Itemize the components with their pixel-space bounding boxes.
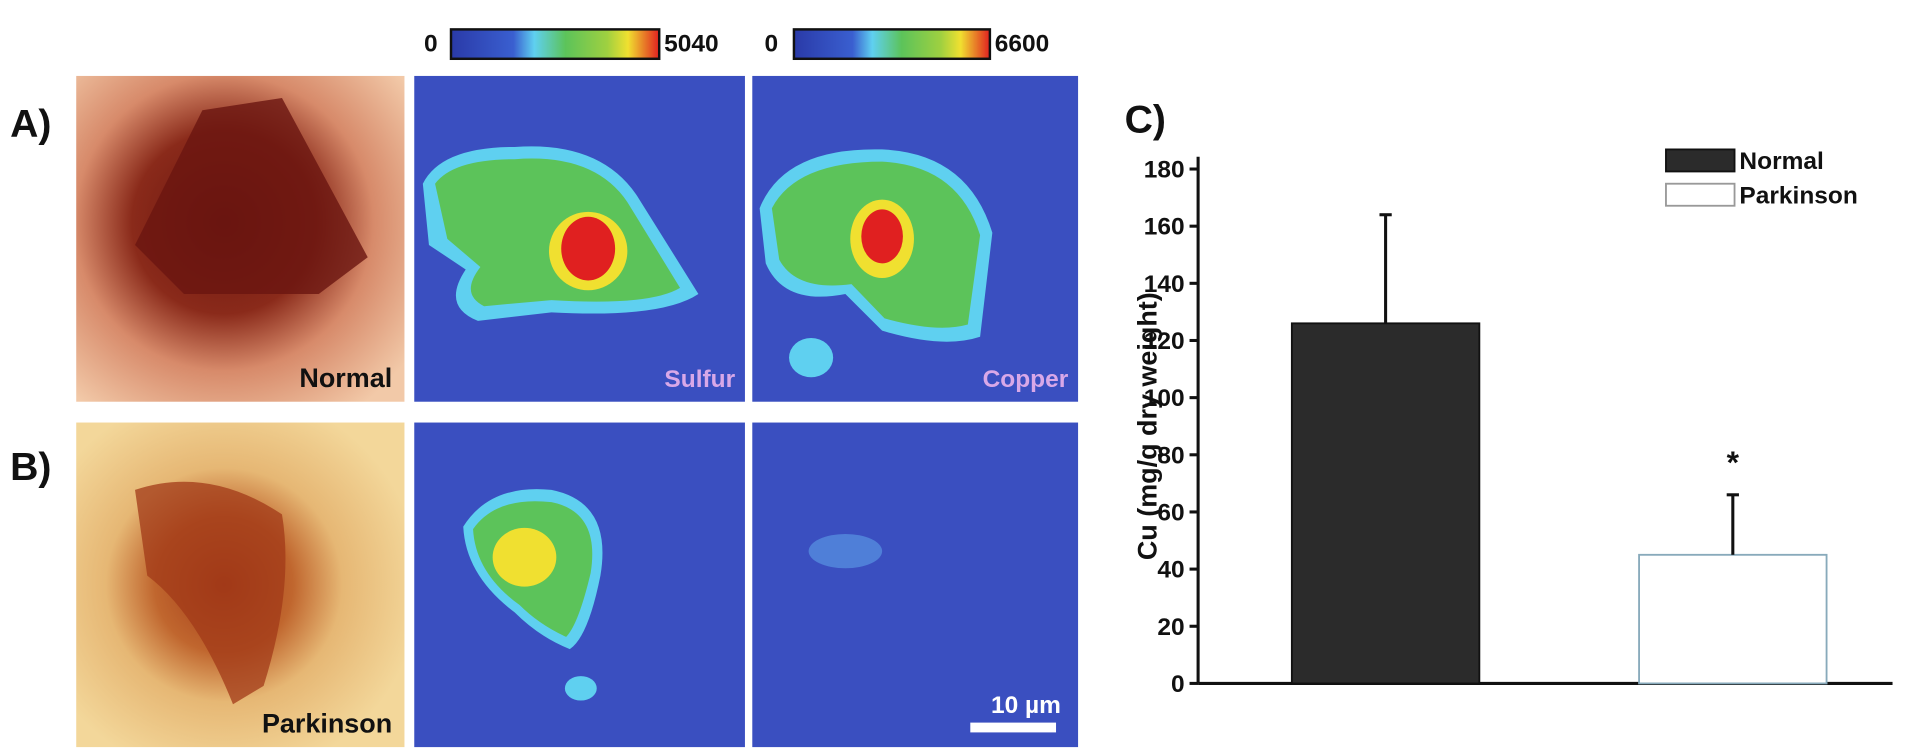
bar — [1638, 553, 1828, 685]
scale-bar-label: 10 µm — [991, 692, 1061, 719]
y-tick-label: 160 — [1144, 214, 1185, 241]
y-tick-label: 40 — [1157, 557, 1184, 584]
panel-label: A) — [10, 103, 51, 146]
colorbars: 0 5040 0 6600 — [424, 28, 1049, 61]
y-tick-label: 60 — [1157, 500, 1184, 527]
colorbar-min: 0 — [424, 30, 438, 57]
blob — [561, 216, 616, 281]
colorbar-max: 5040 — [664, 30, 718, 57]
y-tick-label: 80 — [1157, 442, 1184, 469]
bar-chart: Cu (mg/g dry weight) 0 20 40 60 80 100 120 140 1… — [1132, 148, 1893, 698]
blob — [564, 676, 597, 701]
y-tick-label: 180 — [1144, 157, 1185, 184]
y-tick-label: 100 — [1144, 385, 1185, 412]
y-tick-label: 140 — [1144, 271, 1185, 298]
blob — [861, 209, 903, 264]
copper-map — [752, 422, 1079, 748]
panel-label: B) — [10, 446, 51, 489]
annotation: * — [1727, 444, 1740, 480]
legend-label: Parkinson — [1739, 182, 1857, 209]
y-axis-label: Cu (mg/g dry weight) — [1132, 292, 1162, 560]
bar — [1290, 322, 1481, 685]
scale-bar — [970, 722, 1057, 733]
image-panels: Normal Sulfur Copper Parkinson 10 µm — [76, 75, 1079, 748]
legend-label: Normal — [1739, 148, 1823, 175]
colorbar — [792, 28, 992, 61]
neuron — [135, 97, 368, 294]
colorbar-min: 0 — [765, 30, 779, 57]
blob — [492, 527, 557, 587]
neuron — [135, 481, 286, 705]
blob — [789, 338, 834, 378]
image-label: Copper — [983, 366, 1069, 393]
y-tick-label: 20 — [1157, 614, 1184, 641]
panel-label: C) — [1125, 98, 1166, 141]
blob — [808, 533, 883, 569]
y-tick-label: 0 — [1171, 671, 1185, 698]
image-label: Sulfur — [664, 366, 735, 393]
colorbar — [449, 28, 661, 61]
legend-swatch — [1665, 148, 1736, 173]
image-label: Normal — [299, 363, 392, 393]
legend-swatch — [1665, 182, 1736, 207]
image-label: Parkinson — [262, 708, 392, 738]
y-tick-label: 120 — [1144, 328, 1185, 355]
colorbar-max: 6600 — [995, 30, 1049, 57]
